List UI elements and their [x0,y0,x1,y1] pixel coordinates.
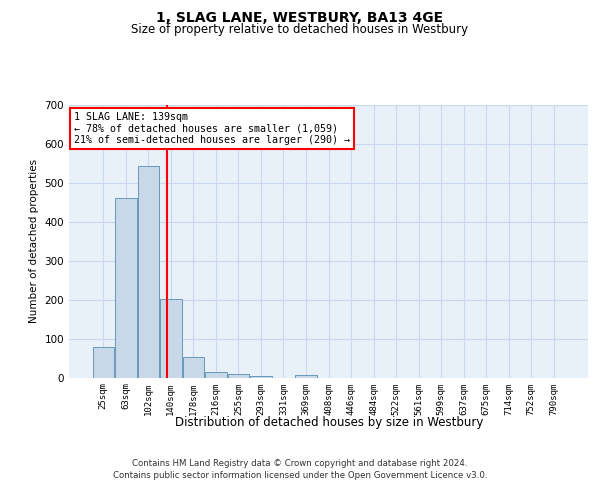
Bar [295,375,317,378]
Text: Size of property relative to detached houses in Westbury: Size of property relative to detached ho… [131,24,469,36]
Y-axis label: Number of detached properties: Number of detached properties [29,159,39,324]
Text: 1 SLAG LANE: 139sqm
← 78% of detached houses are smaller (1,059)
21% of semi-det: 1 SLAG LANE: 139sqm ← 78% of detached ho… [74,112,350,145]
Text: Distribution of detached houses by size in Westbury: Distribution of detached houses by size … [175,416,483,429]
Bar [137,166,159,378]
Bar [92,347,114,378]
Bar [205,372,227,378]
Text: Contains public sector information licensed under the Open Government Licence v3: Contains public sector information licen… [113,470,487,480]
Bar [250,376,272,378]
Bar [228,374,249,378]
Bar [160,299,182,378]
Bar [115,198,137,378]
Text: 1, SLAG LANE, WESTBURY, BA13 4GE: 1, SLAG LANE, WESTBURY, BA13 4GE [157,10,443,24]
Text: Contains HM Land Registry data © Crown copyright and database right 2024.: Contains HM Land Registry data © Crown c… [132,460,468,468]
Bar [182,358,204,378]
